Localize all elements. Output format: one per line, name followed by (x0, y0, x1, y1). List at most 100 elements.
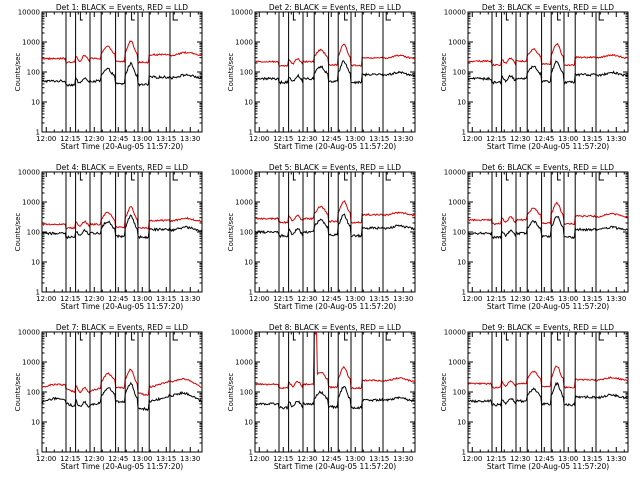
x-tick-label: 12:45 (534, 455, 554, 463)
x-tick-label: 12:45 (321, 135, 341, 143)
x-tick-label: 12:00 (249, 295, 269, 303)
x-axis-label: Start Time (20-Aug-05 11:57:20) (61, 302, 183, 311)
series-lld-line (467, 365, 629, 389)
x-tick-label: 12:00 (36, 135, 56, 143)
interval-flag-mark (385, 332, 391, 341)
series-events-line (41, 214, 203, 240)
panel-det-6: Det 6: BLACK = Events, RED = LLD 1 10 100 10… (440, 163, 629, 311)
x-tick-label: 13:15 (582, 295, 602, 303)
interval-flag-mark (131, 12, 135, 21)
x-tick-label: 13:30 (180, 455, 200, 463)
y-axis-label: Counts/sec (227, 213, 235, 252)
interval-flag-mark (79, 172, 83, 181)
panel-title: Det 3: BLACK = Events, RED = LLD (482, 3, 614, 12)
x-axis-label: Start Time (20-Aug-05 11:57:20) (61, 462, 183, 471)
x-tick-label: 12:30 (297, 135, 317, 143)
y-axis-label: Counts/sec (227, 373, 235, 412)
y-tick-label: 100 (453, 229, 466, 237)
x-tick-label: 13:15 (369, 455, 389, 463)
y-tick-label: 100 (240, 389, 253, 397)
x-tick-label: 12:30 (84, 135, 104, 143)
series-events-line (254, 60, 416, 85)
series-lld-line (467, 201, 629, 226)
x-tick-label: 12:15 (486, 295, 506, 303)
interval-flag-mark (79, 12, 83, 21)
y-tick-label: 1000 (22, 39, 40, 47)
interval-flag-mark (505, 332, 509, 341)
panel-title: Det 1: BLACK = Events, RED = LLD (56, 3, 188, 12)
panel-title: Det 2: BLACK = Events, RED = LLD (269, 3, 401, 12)
x-tick-label: 12:30 (84, 295, 104, 303)
panel-title: Det 4: BLACK = Events, RED = LLD (56, 163, 188, 172)
interval-flag-mark (385, 172, 391, 181)
x-tick-label: 13:30 (393, 295, 413, 303)
x-axis-label: Start Time (20-Aug-05 11:57:20) (274, 462, 396, 471)
y-axis-label: Counts/sec (14, 213, 22, 252)
x-axis-label: Start Time (20-Aug-05 11:57:20) (487, 302, 609, 311)
x-tick-label: 12:30 (297, 455, 317, 463)
series-lld-line (255, 43, 416, 67)
x-tick-label: 12:45 (321, 295, 341, 303)
series-lld-line (467, 42, 629, 67)
x-tick-label: 12:45 (108, 135, 128, 143)
series-events-line (254, 213, 416, 239)
panel-det-9: Det 9: BLACK = Events, RED = LLD 1 10 100 10… (440, 323, 629, 471)
y-tick-label: 1 (36, 129, 40, 137)
series-events-line (254, 385, 416, 410)
x-tick-label: 13:00 (558, 295, 578, 303)
y-tick-label: 1 (462, 129, 466, 137)
interval-flag-mark (344, 172, 348, 181)
y-tick-label: 1 (249, 289, 253, 297)
y-tick-label: 1000 (448, 39, 466, 47)
x-tick-label: 12:00 (36, 455, 56, 463)
y-tick-label: 10000 (18, 329, 40, 337)
x-axis-label: Start Time (20-Aug-05 11:57:20) (61, 142, 183, 151)
x-axis-label: Start Time (20-Aug-05 11:57:20) (487, 142, 609, 151)
x-tick-label: 12:30 (510, 295, 530, 303)
y-tick-label: 10 (244, 259, 253, 267)
x-tick-label: 12:30 (510, 455, 530, 463)
y-tick-label: 1 (462, 289, 466, 297)
y-tick-label: 1 (249, 129, 253, 137)
y-axis-label: Counts/sec (14, 373, 22, 412)
x-tick-label: 12:45 (321, 455, 341, 463)
interval-flag-mark (557, 332, 561, 341)
series-lld-line (41, 368, 203, 396)
interval-flag-mark (172, 12, 178, 21)
panel-title: Det 7: BLACK = Events, RED = LLD (56, 323, 188, 332)
y-tick-label: 10 (31, 99, 40, 107)
x-tick-label: 12:45 (108, 455, 128, 463)
interval-flag-mark (557, 12, 561, 21)
panel-title: Det 6: BLACK = Events, RED = LLD (482, 163, 614, 172)
x-tick-label: 12:00 (36, 295, 56, 303)
panel-det-1: Det 1: BLACK = Events, RED = LLD 1 10 100 10… (14, 3, 203, 151)
interval-flag-mark (172, 172, 178, 181)
x-tick-label: 12:15 (273, 295, 293, 303)
series-events-line (467, 60, 629, 86)
y-tick-label: 1000 (22, 199, 40, 207)
series-lld-line (41, 40, 203, 64)
x-tick-label: 13:00 (132, 295, 152, 303)
y-tick-label: 10 (457, 259, 466, 267)
y-tick-label: 10 (457, 419, 466, 427)
panel-det-7: Det 7: BLACK = Events, RED = LLD 1 10 100 10… (14, 323, 203, 471)
interval-flag-mark (598, 172, 604, 181)
interval-flag-mark (598, 12, 604, 21)
interval-flag-mark (172, 332, 178, 341)
y-tick-label: 10000 (18, 9, 40, 17)
series-lld-line (254, 200, 416, 224)
panel-det-8: Det 8: BLACK = Events, RED = LLD 1 10 100 10… (227, 323, 416, 471)
series-events-line (41, 381, 203, 412)
y-tick-label: 1000 (235, 39, 253, 47)
x-tick-label: 13:00 (345, 455, 365, 463)
y-tick-label: 10000 (444, 9, 466, 17)
y-tick-label: 10000 (444, 169, 466, 177)
x-tick-label: 12:30 (297, 295, 317, 303)
x-tick-label: 12:00 (462, 295, 482, 303)
y-tick-label: 10 (31, 419, 40, 427)
x-tick-label: 12:00 (249, 455, 269, 463)
panel-title: Det 5: BLACK = Events, RED = LLD (269, 163, 401, 172)
x-tick-label: 13:15 (156, 295, 176, 303)
y-tick-label: 10000 (231, 9, 253, 17)
